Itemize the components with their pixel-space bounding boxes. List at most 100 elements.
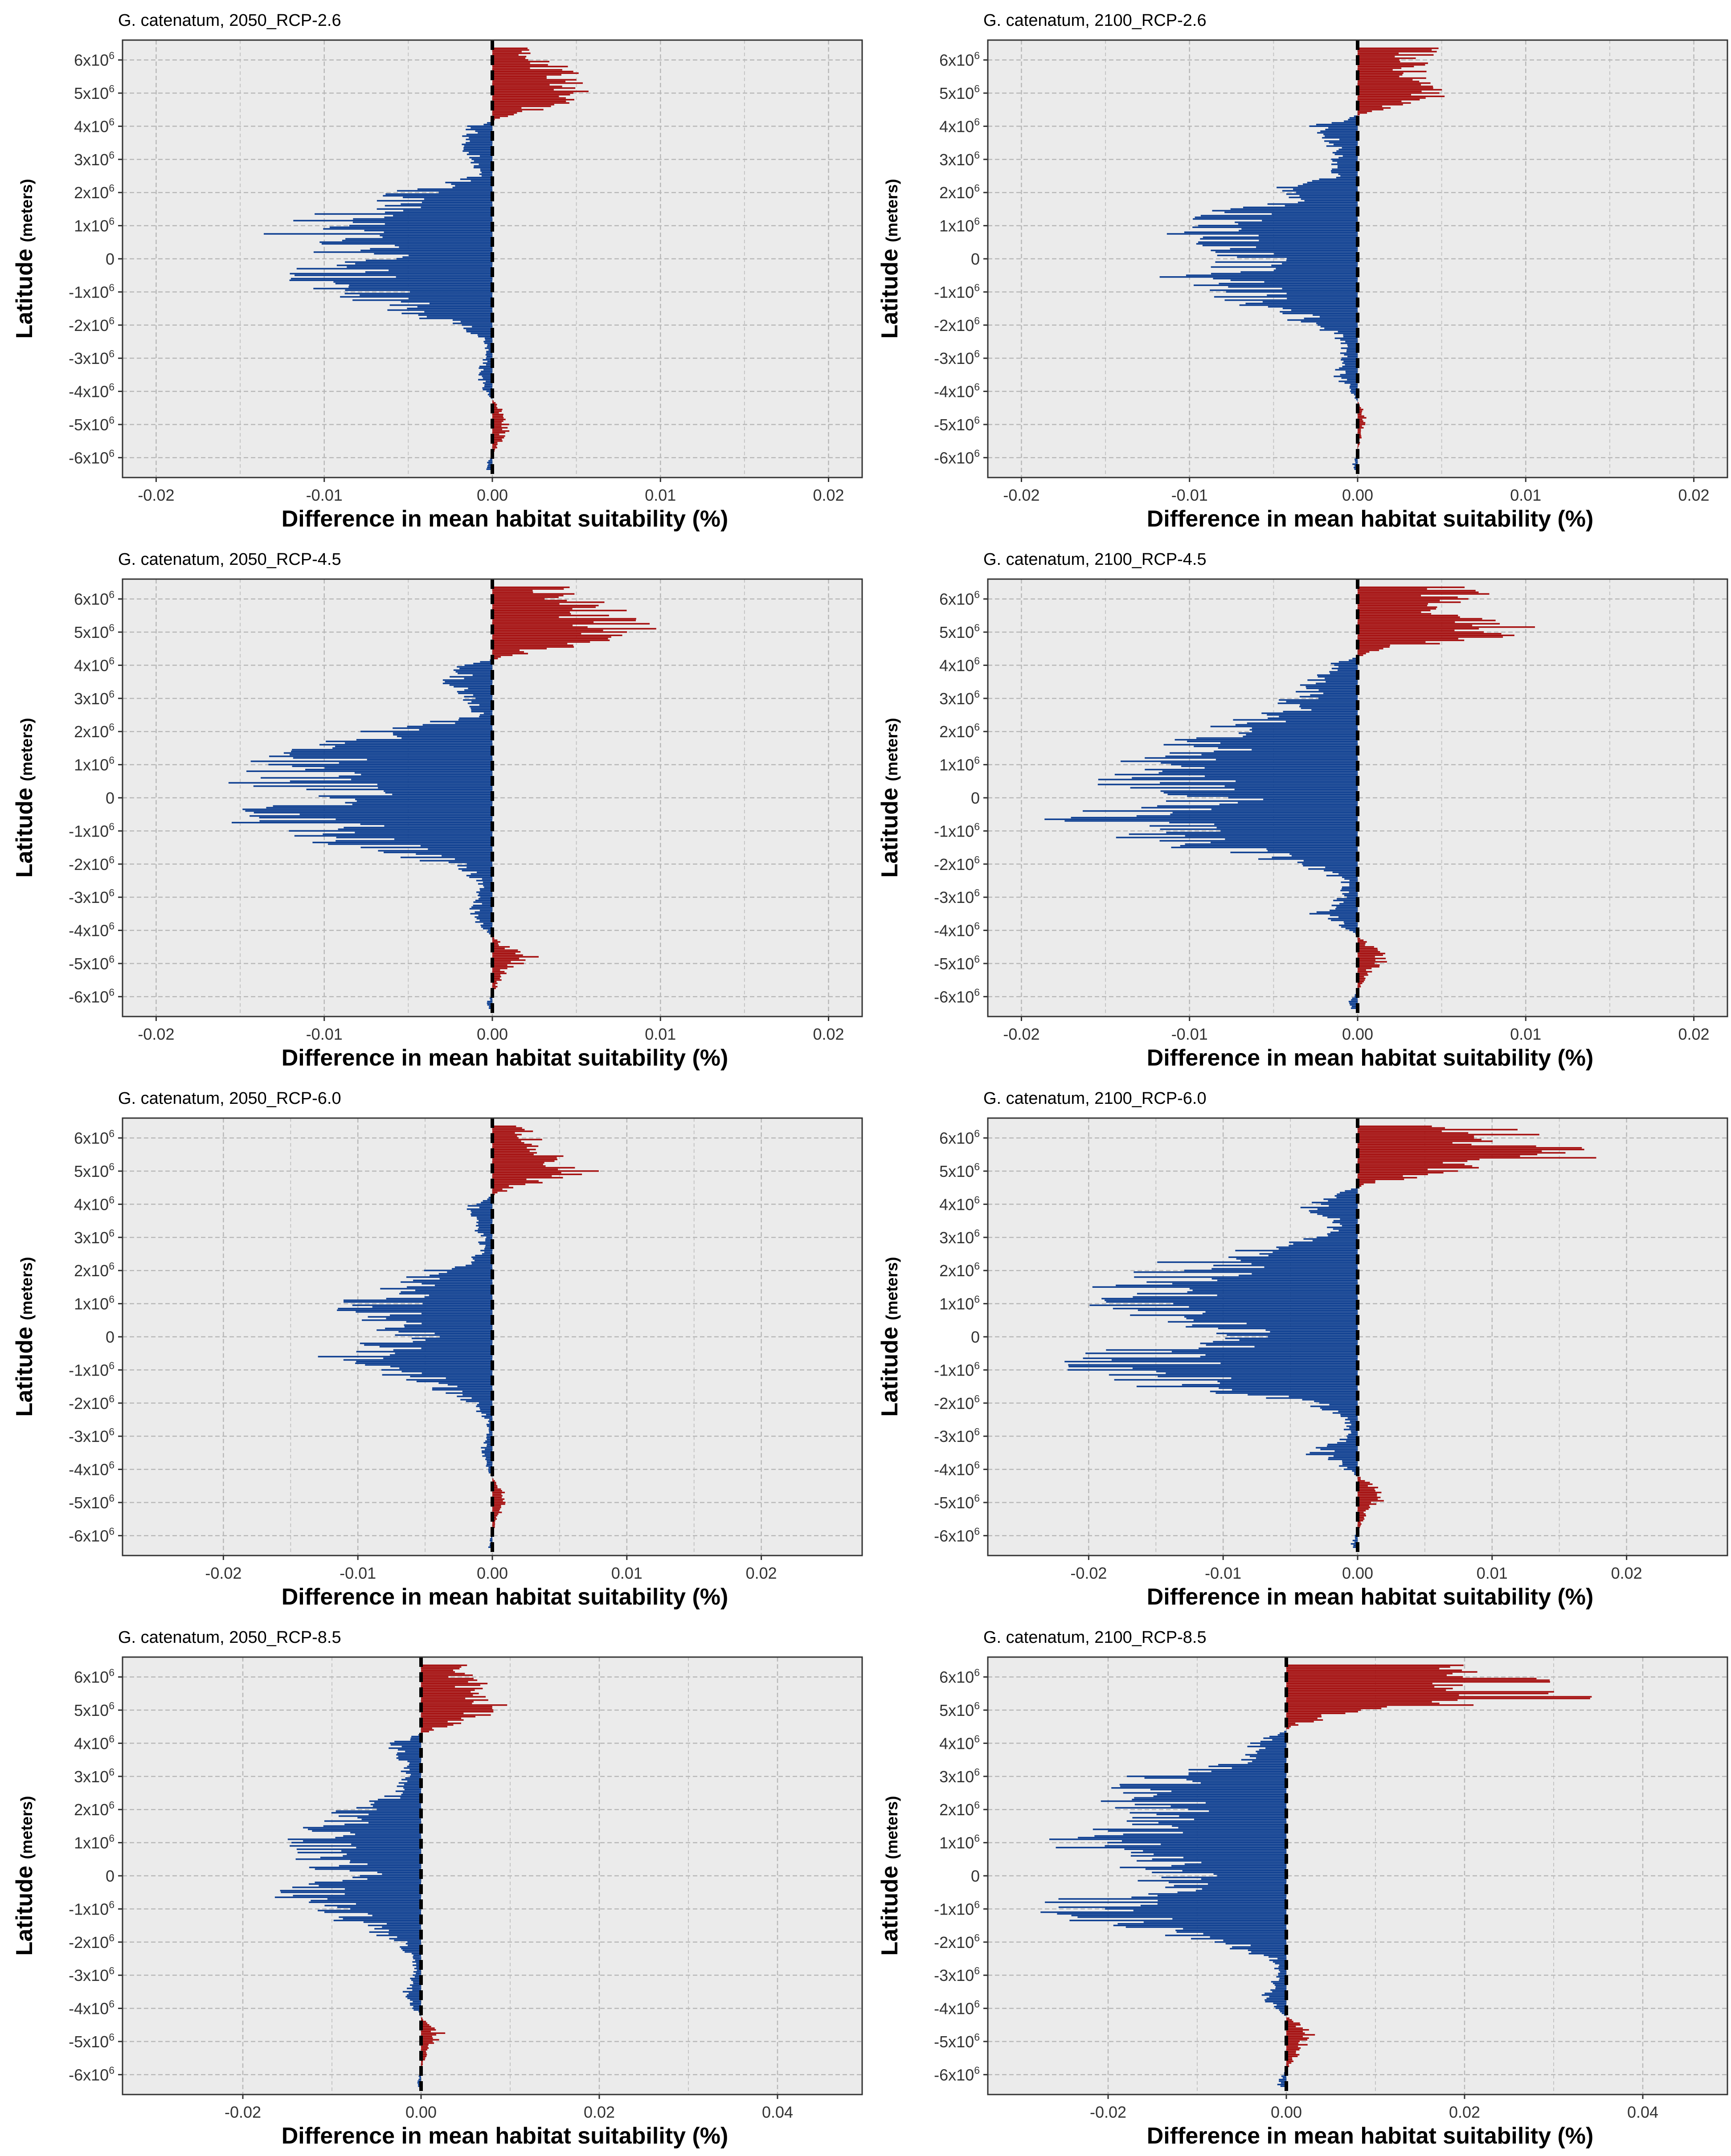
- bar-negative: [411, 1952, 421, 1955]
- bar-negative: [473, 904, 492, 906]
- bar-negative: [471, 1397, 492, 1399]
- y-tick-label: 0: [971, 250, 980, 268]
- bar-negative: [338, 1307, 492, 1310]
- bar-negative: [480, 168, 492, 170]
- bar-positive: [492, 1491, 505, 1494]
- bar-negative: [413, 2001, 421, 2003]
- bar-positive: [492, 1165, 546, 1167]
- bar-positive: [1358, 976, 1364, 978]
- x-tick-label: -0.02: [138, 1025, 174, 1043]
- bar-negative: [274, 1896, 421, 1898]
- bar-negative: [1331, 163, 1358, 165]
- bar-negative: [392, 793, 492, 796]
- bar-negative: [1331, 919, 1358, 921]
- bar-negative: [369, 1931, 421, 1933]
- bar-positive: [492, 969, 500, 971]
- bar-negative: [445, 182, 492, 184]
- bar-positive: [421, 1699, 488, 1701]
- bar-negative: [1246, 1323, 1358, 1324]
- bar-negative: [1334, 1450, 1358, 1452]
- x-axis-title: Difference in mean habitat suitability (…: [1147, 506, 1594, 532]
- bar-negative: [1343, 335, 1358, 338]
- bar-negative: [1224, 299, 1358, 301]
- bar-negative: [1340, 374, 1358, 376]
- bar-negative: [1161, 1876, 1286, 1878]
- y-tick-label: -2x106: [934, 854, 980, 874]
- bar-positive: [1358, 1129, 1518, 1131]
- bar-negative: [290, 754, 492, 755]
- bar-negative: [1351, 1005, 1358, 1008]
- bar-negative: [1279, 2009, 1286, 2011]
- bar-negative: [1314, 1401, 1358, 1402]
- bar-negative: [1330, 662, 1358, 665]
- bar-positive: [492, 949, 518, 951]
- bar-positive: [1286, 2017, 1289, 2019]
- y-tick-label: 3x106: [74, 149, 115, 169]
- bar-negative: [476, 1221, 492, 1223]
- bar-negative: [1268, 717, 1358, 719]
- bar-negative: [405, 1751, 421, 1752]
- bar-negative: [1331, 668, 1358, 670]
- bar-negative: [1328, 918, 1358, 920]
- bar-positive: [1358, 49, 1432, 51]
- bar-negative: [478, 1231, 492, 1233]
- bar-positive: [1286, 1668, 1440, 1670]
- bar-negative: [1150, 825, 1358, 827]
- bar-negative: [349, 1862, 421, 1863]
- bar-negative: [356, 739, 492, 741]
- bar-negative: [404, 1324, 492, 1326]
- bar-positive: [1358, 609, 1431, 612]
- bar-negative: [1349, 883, 1358, 885]
- bar-positive: [1358, 412, 1362, 414]
- bar-positive: [1358, 1182, 1375, 1184]
- bar-positive: [492, 618, 636, 620]
- bar-positive: [1286, 1704, 1474, 1706]
- y-tick-label: 4x106: [939, 655, 980, 674]
- bar-negative: [1330, 673, 1358, 674]
- bar-negative: [390, 1366, 492, 1368]
- x-tick-label: 0.02: [813, 1025, 844, 1043]
- bar-negative: [471, 1213, 492, 1215]
- bar-negative: [1286, 293, 1358, 294]
- bar-negative: [479, 365, 492, 368]
- bar-negative: [354, 772, 492, 774]
- bar-negative: [1332, 160, 1358, 162]
- bar-positive: [492, 982, 498, 984]
- bar-positive: [492, 1516, 496, 1519]
- bar-negative: [455, 671, 492, 673]
- bar-negative: [1338, 331, 1358, 333]
- bar-negative: [409, 1769, 421, 1771]
- bar-negative: [384, 825, 492, 827]
- bar-negative: [1130, 1314, 1358, 1316]
- bar-positive: [1358, 94, 1412, 96]
- bar-negative: [337, 1309, 492, 1311]
- bar-negative: [342, 240, 492, 241]
- bar-negative: [1342, 876, 1358, 878]
- bar-negative: [1330, 915, 1358, 916]
- bar-negative: [485, 347, 492, 349]
- x-tick-label: -0.01: [340, 1564, 376, 1582]
- bar-positive: [492, 94, 570, 96]
- bar-positive: [492, 424, 509, 425]
- x-tick-label: -0.02: [138, 486, 174, 504]
- bar-negative: [442, 855, 492, 857]
- bar-positive: [1358, 1496, 1381, 1499]
- bar-positive: [492, 104, 554, 106]
- bar-positive: [421, 1716, 476, 1718]
- bar-negative: [445, 681, 492, 683]
- bar-positive: [492, 657, 498, 660]
- bar-positive: [1358, 1185, 1362, 1187]
- bar-negative: [424, 311, 492, 313]
- bar-positive: [492, 117, 500, 119]
- bar-negative: [1212, 210, 1358, 212]
- bar-negative: [290, 273, 492, 275]
- bar-negative: [483, 359, 492, 361]
- bar-negative: [1215, 261, 1358, 263]
- bar-negative: [1171, 764, 1358, 766]
- bar-negative: [356, 1807, 421, 1809]
- bar-positive: [1286, 1678, 1537, 1679]
- bar-positive: [421, 1681, 468, 1683]
- bar-negative: [1214, 823, 1358, 825]
- bar-positive: [492, 1150, 530, 1152]
- bar-positive: [1286, 2057, 1293, 2059]
